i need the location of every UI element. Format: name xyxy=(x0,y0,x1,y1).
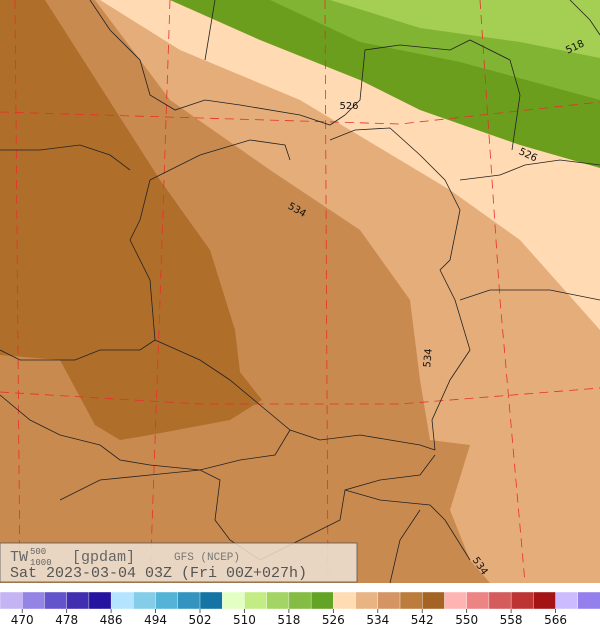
band-502-510-b xyxy=(330,0,600,58)
colorbar-swatch xyxy=(0,591,23,610)
colorbar-label: 558 xyxy=(500,613,523,627)
field xyxy=(0,0,600,583)
colorbar-swatch xyxy=(399,591,423,610)
colorbar-swatch xyxy=(466,591,490,610)
units: [gpdam] xyxy=(72,549,135,566)
valid-time: Sat 2023-03-04 03Z (Fri 00Z+027h) xyxy=(10,565,307,582)
colorbar-swatch xyxy=(155,591,179,610)
colorbar-swatch xyxy=(577,591,600,610)
colorbar-swatch xyxy=(444,591,468,610)
contour-labels: 526 534 518 526 534 534 xyxy=(286,38,586,577)
colorbar-swatch xyxy=(22,591,46,610)
colorbar-swatch xyxy=(333,591,357,610)
colorbar-swatch xyxy=(266,591,290,610)
colorbar-swatch xyxy=(533,591,557,610)
colorbar-label: 526 xyxy=(322,613,345,627)
colorbar-swatch xyxy=(422,591,446,610)
model: GFS (NCEP) xyxy=(174,552,240,564)
colorbar-swatch xyxy=(288,591,312,610)
colorbar-label: 534 xyxy=(366,613,389,627)
colorbar-swatch xyxy=(88,591,112,610)
colorbar-swatch xyxy=(310,591,335,610)
colorbar-swatch xyxy=(199,591,223,610)
colorbar-label: 494 xyxy=(144,613,167,627)
graticule xyxy=(0,0,600,584)
info-box: TW 500 1000 [gpdam] GFS (NCEP) Sat 2023-… xyxy=(0,542,358,583)
title-sub: 1000 xyxy=(30,558,52,568)
colorbar-swatch xyxy=(510,591,535,610)
colorbar-label: 510 xyxy=(233,613,256,627)
colorbar-label: 502 xyxy=(189,613,212,627)
colorbar-label: 550 xyxy=(455,613,478,627)
colorbar-swatch xyxy=(222,591,246,610)
colorbar-label: 542 xyxy=(411,613,434,627)
info-background xyxy=(0,542,358,583)
contour-label: 534 xyxy=(422,348,435,368)
title: TW xyxy=(10,549,28,566)
colorbar-swatch xyxy=(177,591,201,610)
band-patch xyxy=(0,360,15,395)
colorbar-swatch xyxy=(44,591,68,610)
colorbar-swatch xyxy=(355,591,379,610)
colorbar-label: 566 xyxy=(544,613,567,627)
title-sup: 500 xyxy=(30,547,46,557)
colorbar-label: 478 xyxy=(55,613,78,627)
colorbar-swatch xyxy=(555,591,579,610)
colorbar-swatch xyxy=(377,591,401,610)
contour-label: 526 xyxy=(339,101,358,112)
colorbar-swatch xyxy=(133,591,157,610)
colorbar: 470 478 486 494 502 510 518 526 534 542 550 558 566 xyxy=(0,591,600,627)
colorbar-label: 518 xyxy=(277,613,300,627)
colorbar-swatch xyxy=(244,591,268,610)
colorbar-swatch xyxy=(488,591,512,610)
colorbar-swatch xyxy=(110,591,135,610)
band-542-550 xyxy=(0,0,262,440)
colorbar-label: 470 xyxy=(11,613,34,627)
colorbar-swatch xyxy=(66,591,90,610)
colorbar-label: 486 xyxy=(100,613,123,627)
